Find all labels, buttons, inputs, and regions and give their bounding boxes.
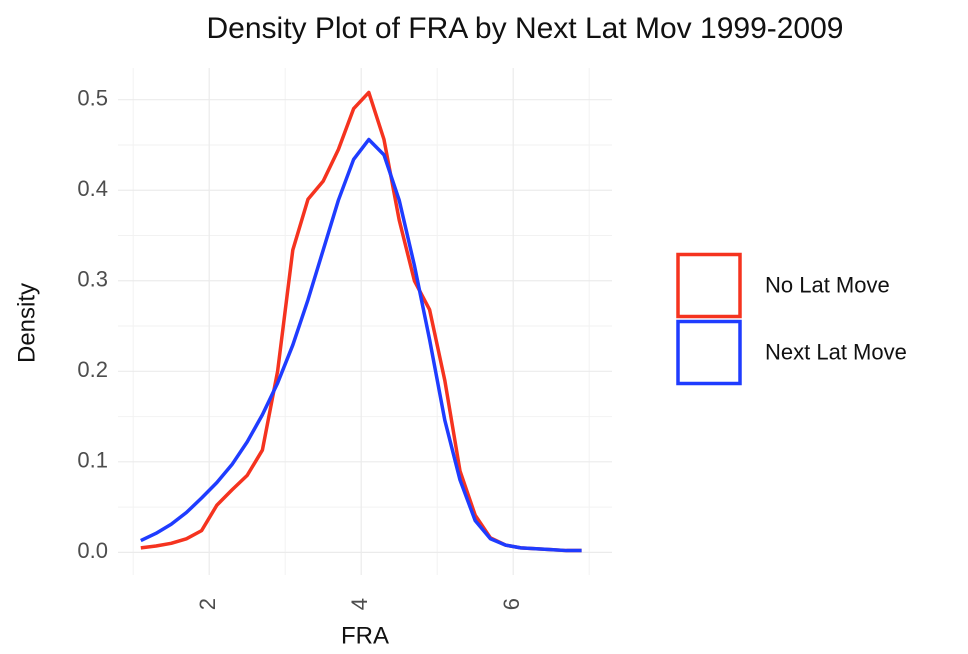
y-tick-label: 0.5 bbox=[77, 86, 108, 111]
x-tick-label: 6 bbox=[499, 598, 524, 610]
legend-key bbox=[676, 319, 742, 386]
y-tick-label: 0.1 bbox=[77, 448, 108, 473]
y-tick-label: 0.2 bbox=[77, 357, 108, 382]
legend-label: Next Lat Move bbox=[765, 339, 907, 364]
chart-title: Density Plot of FRA by Next Lat Mov 1999… bbox=[207, 12, 844, 45]
legend-key bbox=[676, 252, 742, 319]
y-tick-label: 0.3 bbox=[77, 267, 108, 292]
y-tick-label: 0.0 bbox=[77, 538, 108, 563]
y-tick-label: 0.4 bbox=[77, 176, 108, 201]
x-tick-label: 2 bbox=[195, 598, 220, 610]
legend-label: No Lat Move bbox=[765, 272, 890, 297]
density-line bbox=[140, 137, 582, 553]
x-tick-label: 4 bbox=[347, 598, 372, 610]
y-axis-label: Density bbox=[13, 283, 40, 363]
x-axis-label: FRA bbox=[341, 622, 389, 649]
